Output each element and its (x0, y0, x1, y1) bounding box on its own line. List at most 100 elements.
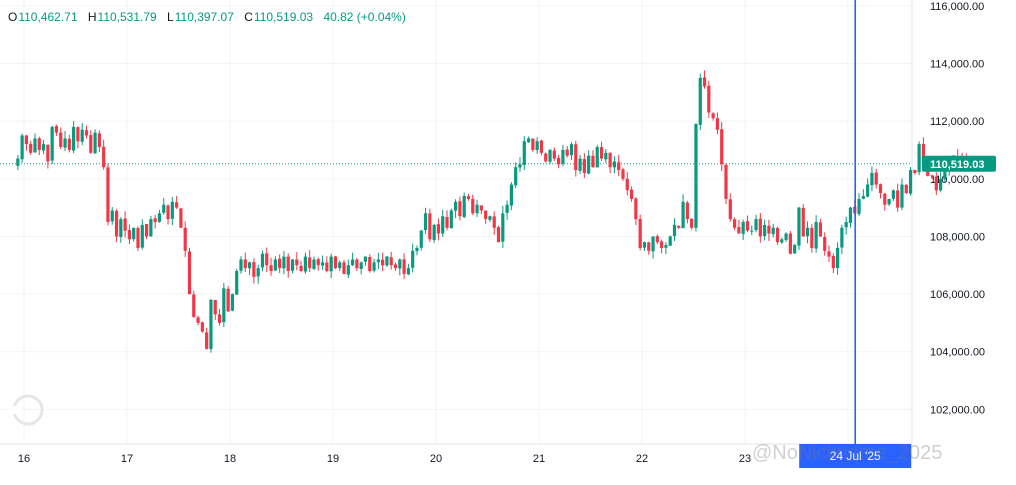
candle (484, 210, 488, 224)
candle (732, 217, 737, 231)
candle-body (522, 141, 526, 165)
candle (870, 166, 874, 192)
candle-body (406, 268, 410, 275)
candle-body (475, 204, 479, 214)
candle (690, 218, 694, 230)
candle (265, 247, 269, 273)
candle (419, 229, 423, 251)
candle (243, 252, 247, 273)
candle-body (565, 149, 569, 156)
candle-body (711, 113, 715, 119)
candle-body (934, 176, 938, 191)
candle-body (54, 126, 59, 133)
candle-body (247, 262, 252, 269)
candle-body (123, 218, 127, 231)
x-tick-label: 19 (327, 453, 339, 465)
candle (629, 186, 634, 202)
candle-body (921, 143, 926, 165)
candle (290, 259, 295, 274)
candle-body (801, 207, 805, 237)
candle (908, 167, 913, 196)
candle (668, 235, 672, 246)
x-tick-label: 23 (739, 453, 751, 465)
candle-body (732, 219, 737, 228)
candle-body (338, 262, 342, 269)
candle (526, 136, 531, 144)
candle-body (290, 259, 295, 271)
candle (754, 214, 758, 233)
candle-body (720, 129, 724, 165)
candle (423, 207, 428, 235)
candle (97, 130, 101, 153)
candle (93, 129, 97, 154)
candle (887, 198, 891, 206)
candle (793, 243, 797, 254)
candle (896, 183, 900, 212)
candle-body (175, 202, 179, 208)
candle (617, 154, 621, 177)
candle-body (694, 123, 698, 228)
candle (582, 153, 586, 179)
candle-body (866, 184, 870, 197)
candle-body (41, 144, 46, 151)
candle-body (488, 216, 492, 220)
candle-body (617, 162, 621, 171)
x-tick-label: 18 (224, 453, 236, 465)
candle-body (97, 133, 101, 148)
candle-body (848, 207, 853, 223)
candle (123, 211, 127, 238)
candle (878, 183, 883, 199)
candle-body (767, 225, 771, 234)
candle-body (441, 216, 445, 234)
candle (59, 127, 63, 150)
candle-body (205, 332, 209, 349)
candle (256, 264, 260, 284)
open-value: 110,462.71 (18, 10, 78, 24)
candle-body (209, 299, 213, 350)
last-price-label: 110,519.03 (930, 159, 984, 171)
candle (724, 163, 728, 204)
candle (166, 204, 170, 225)
candle (162, 197, 166, 215)
candle-body (690, 218, 694, 228)
candle-body (557, 158, 561, 165)
candle-body (273, 259, 277, 271)
candle (874, 168, 878, 189)
candle (488, 215, 492, 223)
candle (767, 219, 771, 241)
candle-body (346, 265, 350, 275)
candle (260, 250, 265, 272)
candle-body (625, 178, 629, 191)
candle-body (76, 127, 80, 142)
candle (479, 205, 483, 215)
candle (818, 218, 823, 237)
y-tick-label: 104,000.00 (930, 347, 985, 359)
candle-body (153, 218, 157, 222)
x-tick-label: 17 (121, 453, 133, 465)
candle-body (509, 184, 514, 206)
candle-body (213, 299, 217, 315)
candle-body (458, 201, 462, 217)
candle-body (913, 169, 917, 173)
candle-body (24, 135, 29, 145)
candle (827, 245, 831, 262)
grid-lines (0, 0, 913, 445)
candle-body (260, 253, 265, 268)
candle-body (531, 138, 535, 150)
candle (685, 200, 689, 224)
candle-body (831, 255, 835, 269)
candle-body (114, 210, 119, 237)
candle (823, 232, 827, 256)
candle (698, 73, 702, 131)
candle (393, 262, 398, 271)
candle (548, 149, 552, 165)
candle (715, 112, 720, 135)
candle (411, 243, 415, 273)
candle-body (278, 258, 282, 269)
candle (230, 293, 235, 312)
candle-body (578, 158, 582, 171)
candle-body (775, 227, 780, 243)
candle-body (552, 150, 556, 159)
